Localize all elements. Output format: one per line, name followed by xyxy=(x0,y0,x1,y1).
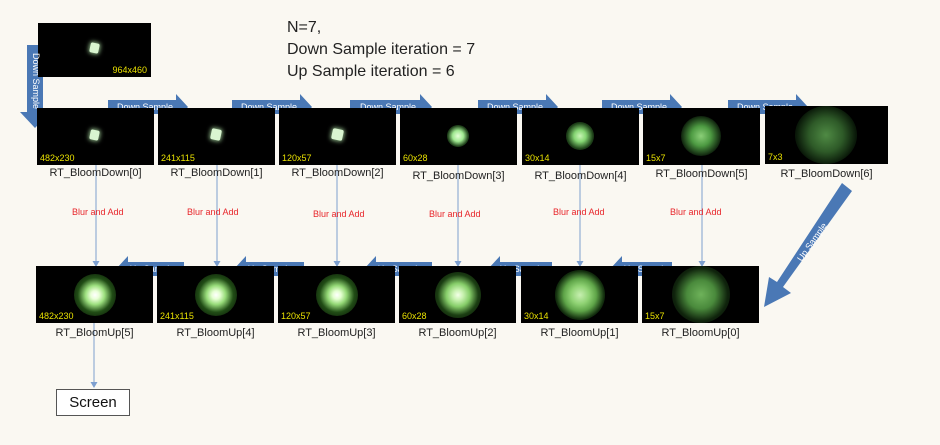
up-tile-3-resolution: 120x57 xyxy=(281,311,311,321)
source-resolution: 964x460 xyxy=(112,65,147,75)
down-tile-0: 482x230 xyxy=(37,108,154,165)
light-glow xyxy=(555,270,605,320)
light-glow xyxy=(316,274,358,316)
down-caption-6: RT_BloomDown[6] xyxy=(780,168,873,180)
light-glow xyxy=(74,274,116,316)
up-caption-5: RT_BloomUp[5] xyxy=(55,327,134,339)
up-tile-0: 15x7 xyxy=(642,266,759,323)
down-tile-4-resolution: 30x14 xyxy=(525,153,550,163)
down-sample-label-5: Down Sample xyxy=(610,102,668,112)
up-tile-2-resolution: 60x28 xyxy=(402,311,427,321)
down-caption-4: RT_BloomDown[4] xyxy=(534,170,627,182)
formula-down-iterations: Down Sample iteration = 7 xyxy=(287,41,476,58)
down-sample-label-2: Down Sample xyxy=(240,102,298,112)
down-caption-0: RT_BloomDown[0] xyxy=(49,167,142,179)
up-tile-1: 30x14 xyxy=(521,266,638,323)
light-glow xyxy=(447,125,469,147)
down-caption-3: RT_BloomDown[3] xyxy=(412,170,505,182)
light-glow xyxy=(795,106,857,164)
down-tile-2-resolution: 120x57 xyxy=(282,153,312,163)
up-caption-1: RT_BloomUp[1] xyxy=(540,327,619,339)
source-tile: 964x460 xyxy=(38,23,151,77)
down-tile-0-resolution: 482x230 xyxy=(40,153,75,163)
down-tile-5: 15x7 xyxy=(643,108,760,165)
diagonal-up-sample-arrow xyxy=(764,183,852,307)
up-caption-4: RT_BloomUp[4] xyxy=(176,327,255,339)
up-tile-0-resolution: 15x7 xyxy=(645,311,665,321)
down-tile-1: 241x115 xyxy=(158,108,275,165)
light-square xyxy=(330,127,345,142)
down-sample-label-3: Down Sample xyxy=(359,102,417,112)
up-tile-1-resolution: 30x14 xyxy=(524,311,549,321)
up-tile-4: 241x115 xyxy=(157,266,274,323)
formula-n: N=7, xyxy=(287,19,322,36)
light-glow xyxy=(566,122,594,150)
light-square xyxy=(89,42,100,54)
down-tile-3: 60x28 xyxy=(400,108,517,165)
down-caption-2: RT_BloomDown[2] xyxy=(291,167,384,179)
light-glow xyxy=(435,272,481,318)
up-tile-5-resolution: 482x230 xyxy=(39,311,74,321)
blur-add-label-3: Blur and Add xyxy=(429,209,481,219)
up-caption-2: RT_BloomUp[2] xyxy=(418,327,497,339)
up-tile-4-resolution: 241x115 xyxy=(160,311,194,321)
blur-add-label-5: Blur and Add xyxy=(670,207,722,217)
down-tile-6-resolution: 7x3 xyxy=(768,152,783,162)
light-glow xyxy=(681,116,721,156)
down-tile-4: 30x14 xyxy=(522,108,639,165)
formula-up-iterations: Up Sample iteration = 6 xyxy=(287,63,455,80)
up-caption-0: RT_BloomUp[0] xyxy=(661,327,740,339)
down-tile-5-resolution: 15x7 xyxy=(646,153,666,163)
up-caption-3: RT_BloomUp[3] xyxy=(297,327,376,339)
screen-output-box: Screen xyxy=(56,389,130,416)
down-tile-6: 7x3 xyxy=(765,106,888,164)
down-caption-5: RT_BloomDown[5] xyxy=(655,168,748,180)
light-glow xyxy=(672,266,730,323)
light-square xyxy=(89,129,100,141)
blur-add-label-2: Blur and Add xyxy=(313,209,365,219)
blur-add-label-0: Blur and Add xyxy=(72,207,124,217)
down-sample-label-1: Down Sample xyxy=(116,102,174,112)
light-glow xyxy=(195,274,237,316)
blur-add-label-4: Blur and Add xyxy=(553,207,605,217)
down-tile-1-resolution: 241x115 xyxy=(161,153,195,163)
up-tile-5: 482x230 xyxy=(36,266,153,323)
light-square xyxy=(209,128,223,141)
blur-add-label-1: Blur and Add xyxy=(187,207,239,217)
down-sample-label-4: Down Sample xyxy=(486,102,544,112)
down-caption-1: RT_BloomDown[1] xyxy=(170,167,263,179)
down-tile-3-resolution: 60x28 xyxy=(403,153,428,163)
up-tile-2: 60x28 xyxy=(399,266,516,323)
up-tile-3: 120x57 xyxy=(278,266,395,323)
down-tile-2: 120x57 xyxy=(279,108,396,165)
